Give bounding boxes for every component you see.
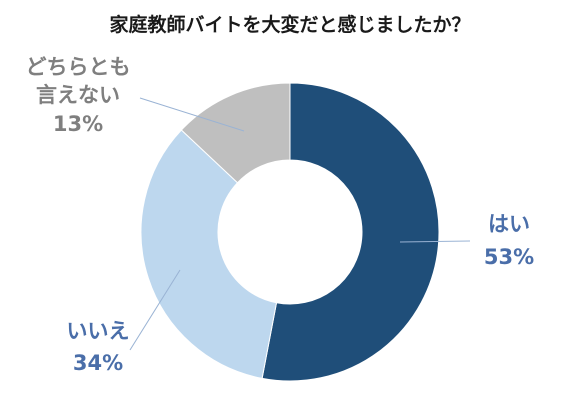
slice-dochiratomo — [180, 82, 291, 184]
slice-label-hai-line-2: 53% — [484, 245, 534, 269]
slice-label-hai-line-1: はい — [488, 212, 530, 236]
slice-label-iie-line-2: 34% — [73, 351, 123, 375]
leader-line-dochiratomo — [139, 97, 245, 132]
slice-label-dochiratomo-line-2: 言えない — [36, 83, 120, 107]
chart-title: 家庭教師バイトを大変だと感じましたか？ — [109, 13, 470, 36]
leader-line-iie — [129, 269, 181, 351]
slices-group — [140, 82, 440, 382]
slice-label-dochiratomo-line-3: 13% — [53, 112, 103, 136]
leader-line-hai — [399, 240, 471, 243]
slice-label-iie-line-1: いいえ — [67, 319, 130, 343]
slice-hai — [261, 82, 440, 382]
slice-label-dochiratomo-line-1: どちらとも — [26, 55, 131, 79]
leader-lines-group — [129, 97, 471, 351]
slice-iie — [140, 129, 278, 379]
